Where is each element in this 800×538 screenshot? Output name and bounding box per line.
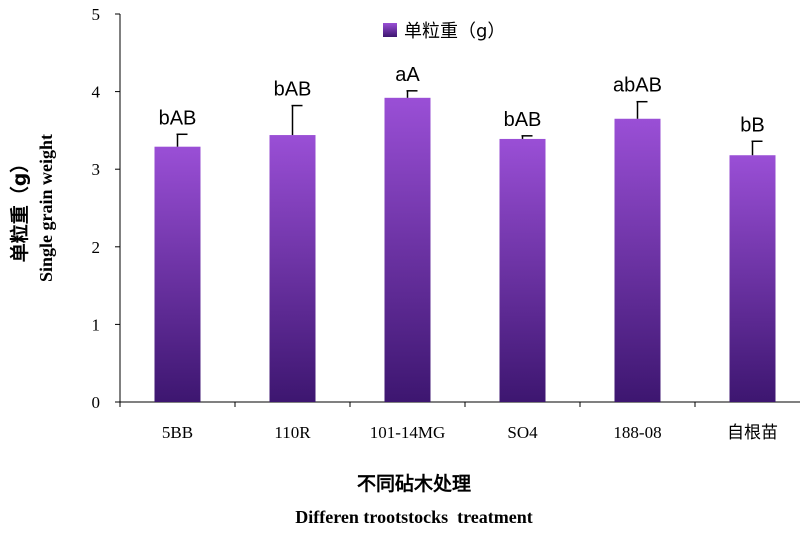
- x-axis-title-cn: 不同砧木处理: [357, 472, 471, 495]
- y-tick-label: 1: [92, 315, 101, 334]
- significance-label: abAB: [613, 75, 662, 97]
- bar: [154, 146, 201, 402]
- y-ticks: 0 1 2 3 4 5: [92, 5, 120, 412]
- x-tick-label: SO4: [507, 423, 538, 442]
- bar: [729, 155, 776, 402]
- x-tick-label: 自根苗: [727, 423, 778, 442]
- x-tick-label: 5BB: [162, 423, 193, 442]
- significance-label: bAB: [274, 79, 312, 101]
- x-tick-label: 110R: [274, 423, 311, 442]
- bar: [384, 97, 431, 403]
- bars: [154, 97, 776, 403]
- y-tick-label: 4: [92, 83, 101, 102]
- significance-label: bAB: [504, 109, 542, 131]
- legend-label: 单粒重（g）: [404, 21, 505, 42]
- x-ticks: 5BB 110R 101-14MG SO4 188-08 自根苗: [119, 402, 778, 442]
- significance-label: bB: [740, 114, 764, 136]
- bar: [269, 135, 316, 402]
- legend: 单粒重（g）: [383, 21, 505, 42]
- y-tick-label: 2: [92, 238, 101, 257]
- bar: [614, 118, 661, 402]
- significance-label: bAB: [159, 107, 197, 129]
- bar: [499, 138, 546, 402]
- significance-label: aA: [395, 64, 420, 86]
- x-tick-label: 101-14MG: [370, 423, 446, 442]
- y-axis-title-cn: 单粒重（g）: [8, 154, 31, 263]
- significance-labels: bAB bAB aA bAB abAB bB: [159, 64, 765, 136]
- x-axis-title-en: Differen trootstocks treatment: [295, 507, 532, 527]
- y-tick-label: 0: [92, 393, 101, 412]
- y-tick-label: 3: [92, 160, 101, 179]
- error-bars: [176, 90, 763, 156]
- y-axis-title-en: Single grain weight: [36, 134, 56, 282]
- x-tick-label: 188-08: [613, 423, 661, 442]
- legend-swatch: [383, 23, 397, 37]
- y-tick-label: 5: [92, 5, 101, 24]
